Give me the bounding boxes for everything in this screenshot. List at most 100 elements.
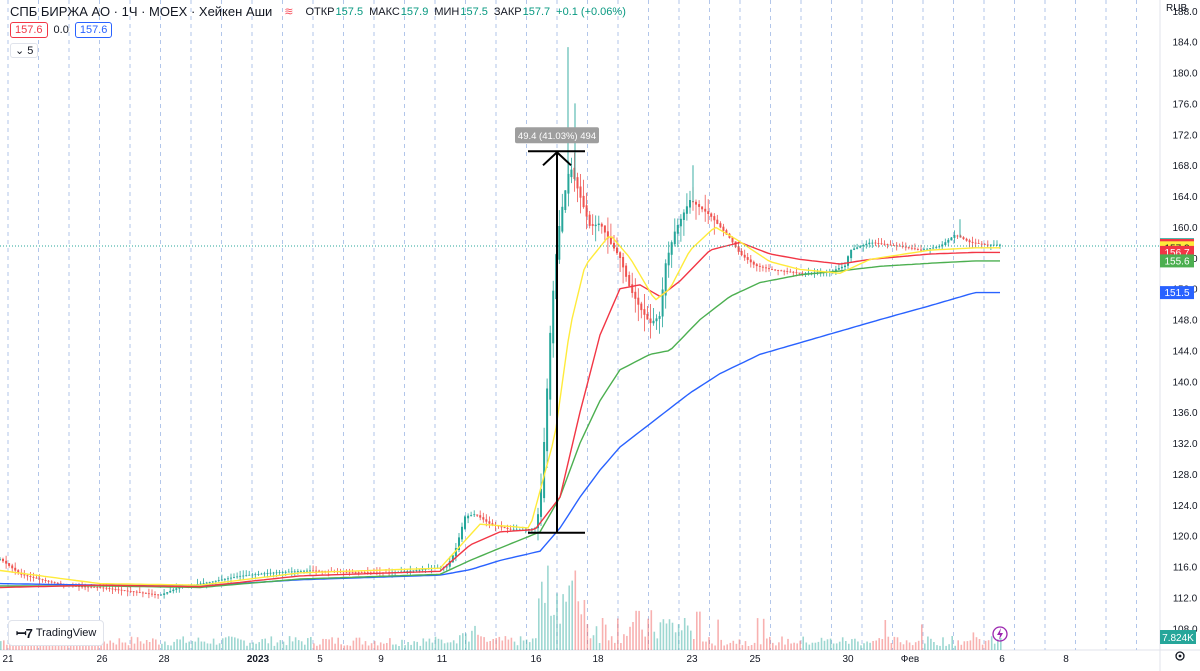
flag-icon[interactable]: ≋ xyxy=(284,6,294,18)
candle-body xyxy=(59,583,62,585)
price-tick-label: 120.0 xyxy=(1172,532,1197,543)
volume-bar xyxy=(541,581,543,650)
volume-bar xyxy=(535,638,537,650)
time-tick-label: Фев xyxy=(901,654,919,665)
volume-bar xyxy=(434,636,437,650)
candle-body xyxy=(552,290,555,344)
volume-bar xyxy=(310,637,312,650)
candle-body xyxy=(631,284,634,293)
candle-body xyxy=(856,247,859,249)
candle-body xyxy=(616,247,618,254)
candle-body xyxy=(880,243,883,245)
sell-box[interactable]: 157.6 xyxy=(10,22,48,38)
volume-bar xyxy=(890,643,893,650)
settings-icon[interactable] xyxy=(1175,651,1185,661)
volume-bar xyxy=(629,626,631,650)
candle-body xyxy=(236,576,239,578)
volume-bar xyxy=(796,643,798,650)
candle-body xyxy=(938,246,941,248)
currency-label[interactable]: RUB xyxy=(1166,3,1187,14)
candle-body xyxy=(141,592,144,594)
volume-bar xyxy=(553,614,555,650)
candle-body xyxy=(114,589,117,590)
candle-body xyxy=(643,309,646,315)
candle-body xyxy=(214,580,217,582)
candle-body xyxy=(5,560,8,564)
price-tick-label: 168.0 xyxy=(1172,161,1197,172)
candle-body xyxy=(871,242,874,244)
time-tick-label: 30 xyxy=(842,654,854,665)
candle-body xyxy=(263,573,266,575)
candle-body xyxy=(956,235,959,237)
volume-bar xyxy=(383,643,385,650)
candle-body xyxy=(874,242,877,244)
volume-bar xyxy=(261,639,263,650)
candle-body xyxy=(983,244,986,245)
time-tick-label: 18 xyxy=(592,654,604,665)
volume-bar xyxy=(291,641,294,650)
price-tick-label: 184.0 xyxy=(1172,38,1197,49)
volume-bar xyxy=(158,644,160,650)
price-tick-label: 108.0 xyxy=(1172,624,1197,635)
candle-body xyxy=(318,570,321,572)
volume-bar xyxy=(410,644,412,650)
candle-body xyxy=(163,593,166,595)
volume-bar xyxy=(255,643,257,650)
candle-body xyxy=(415,570,418,571)
volume-bar xyxy=(240,639,242,650)
volume-bar xyxy=(30,643,32,650)
candle-body xyxy=(29,576,32,577)
volume-bar xyxy=(623,634,625,650)
candle-body xyxy=(609,237,612,244)
candle-body xyxy=(804,273,807,274)
candle-body xyxy=(454,548,457,557)
volume-bar xyxy=(574,570,577,650)
candle-body xyxy=(35,577,38,579)
candle-body xyxy=(898,245,901,247)
candle-body xyxy=(500,526,503,528)
candle-body xyxy=(634,291,637,299)
volume-bar xyxy=(662,619,665,650)
volume-bar xyxy=(939,645,941,650)
price-axis[interactable]: 188.0 184.0 180.0 176.0 172.0 168.0 164.0 160.0… xyxy=(1172,7,1197,636)
candle-body xyxy=(424,569,427,570)
candle-body xyxy=(947,239,950,243)
candle-body xyxy=(102,587,105,589)
candle-body xyxy=(761,266,764,268)
indicators-collapse-button[interactable]: ⌄ 5 xyxy=(10,43,39,58)
candle-body xyxy=(11,565,14,569)
candle-body xyxy=(910,247,913,249)
candle-body xyxy=(755,264,758,267)
time-axis[interactable]: 21 26 28 2023 5 9 11 16 18 23 25 30 Фев 6 8 xyxy=(2,654,1069,665)
candle-body xyxy=(731,237,734,243)
volume-bar xyxy=(927,636,929,650)
volume-bar xyxy=(148,642,151,650)
candle-body xyxy=(682,212,685,220)
lightning-icon[interactable] xyxy=(992,626,1008,642)
candle-body xyxy=(798,272,801,274)
volume-bar xyxy=(179,639,181,650)
measure-tool[interactable]: 49.4 (41.03%) 494 xyxy=(515,127,599,534)
volume-bar xyxy=(352,640,355,650)
volume-bar xyxy=(884,620,887,650)
candle-body xyxy=(868,242,871,245)
volume-bar xyxy=(258,642,260,650)
volume-bar xyxy=(650,610,653,650)
volume-bar xyxy=(188,641,190,650)
volume-bar xyxy=(644,636,646,650)
volume-bar xyxy=(246,645,248,650)
buy-box[interactable]: 157.6 xyxy=(74,22,113,38)
candle-body xyxy=(315,570,318,572)
symbol-title[interactable]: СПБ БИРЖА АО · 1Ч · MOEX · Хейкен Аши xyxy=(10,4,273,19)
volume-bar xyxy=(152,638,154,650)
volume-bar xyxy=(279,640,282,650)
volume-bar xyxy=(756,618,759,650)
tradingview-logo[interactable]: ꟷ7 TradingView xyxy=(8,620,105,646)
volume-bar xyxy=(857,641,859,650)
volume-bar xyxy=(139,641,142,650)
volume-bar xyxy=(501,640,504,650)
volume-bar xyxy=(848,643,850,650)
candle-body xyxy=(299,571,302,572)
volume-bar xyxy=(838,641,841,650)
